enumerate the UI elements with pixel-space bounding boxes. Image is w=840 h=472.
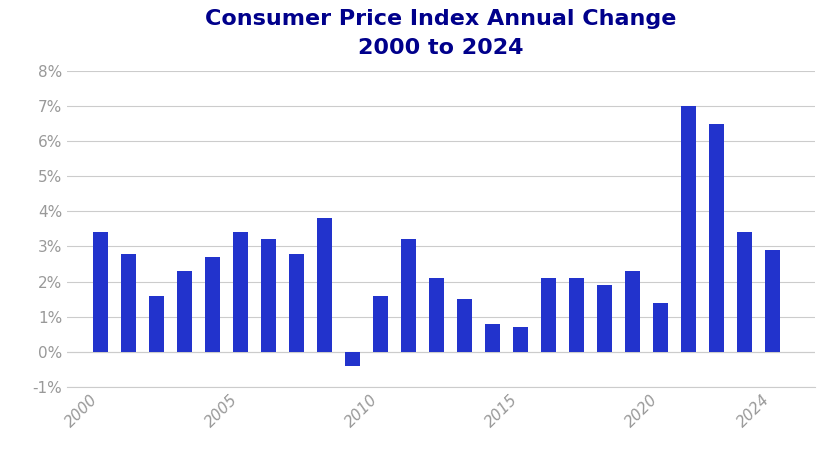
Bar [569,278,585,352]
Bar [485,324,501,352]
Bar [513,327,528,352]
Bar [289,253,304,352]
Bar [737,232,753,352]
Bar [121,253,136,352]
Bar [457,299,472,352]
Bar [373,295,388,352]
Bar [709,124,724,352]
Bar [345,352,360,366]
Bar [625,271,640,352]
Bar [177,271,192,352]
Bar [205,257,220,352]
Bar [261,239,276,352]
Bar [317,219,333,352]
Bar [149,295,165,352]
Bar [93,232,108,352]
Bar [233,232,249,352]
Bar [597,285,612,352]
Bar [401,239,417,352]
Bar [681,106,696,352]
Bar [429,278,444,352]
Bar [541,278,556,352]
Title: Consumer Price Index Annual Change
2000 to 2024: Consumer Price Index Annual Change 2000 … [205,8,677,58]
Bar [765,250,780,352]
Bar [653,303,669,352]
